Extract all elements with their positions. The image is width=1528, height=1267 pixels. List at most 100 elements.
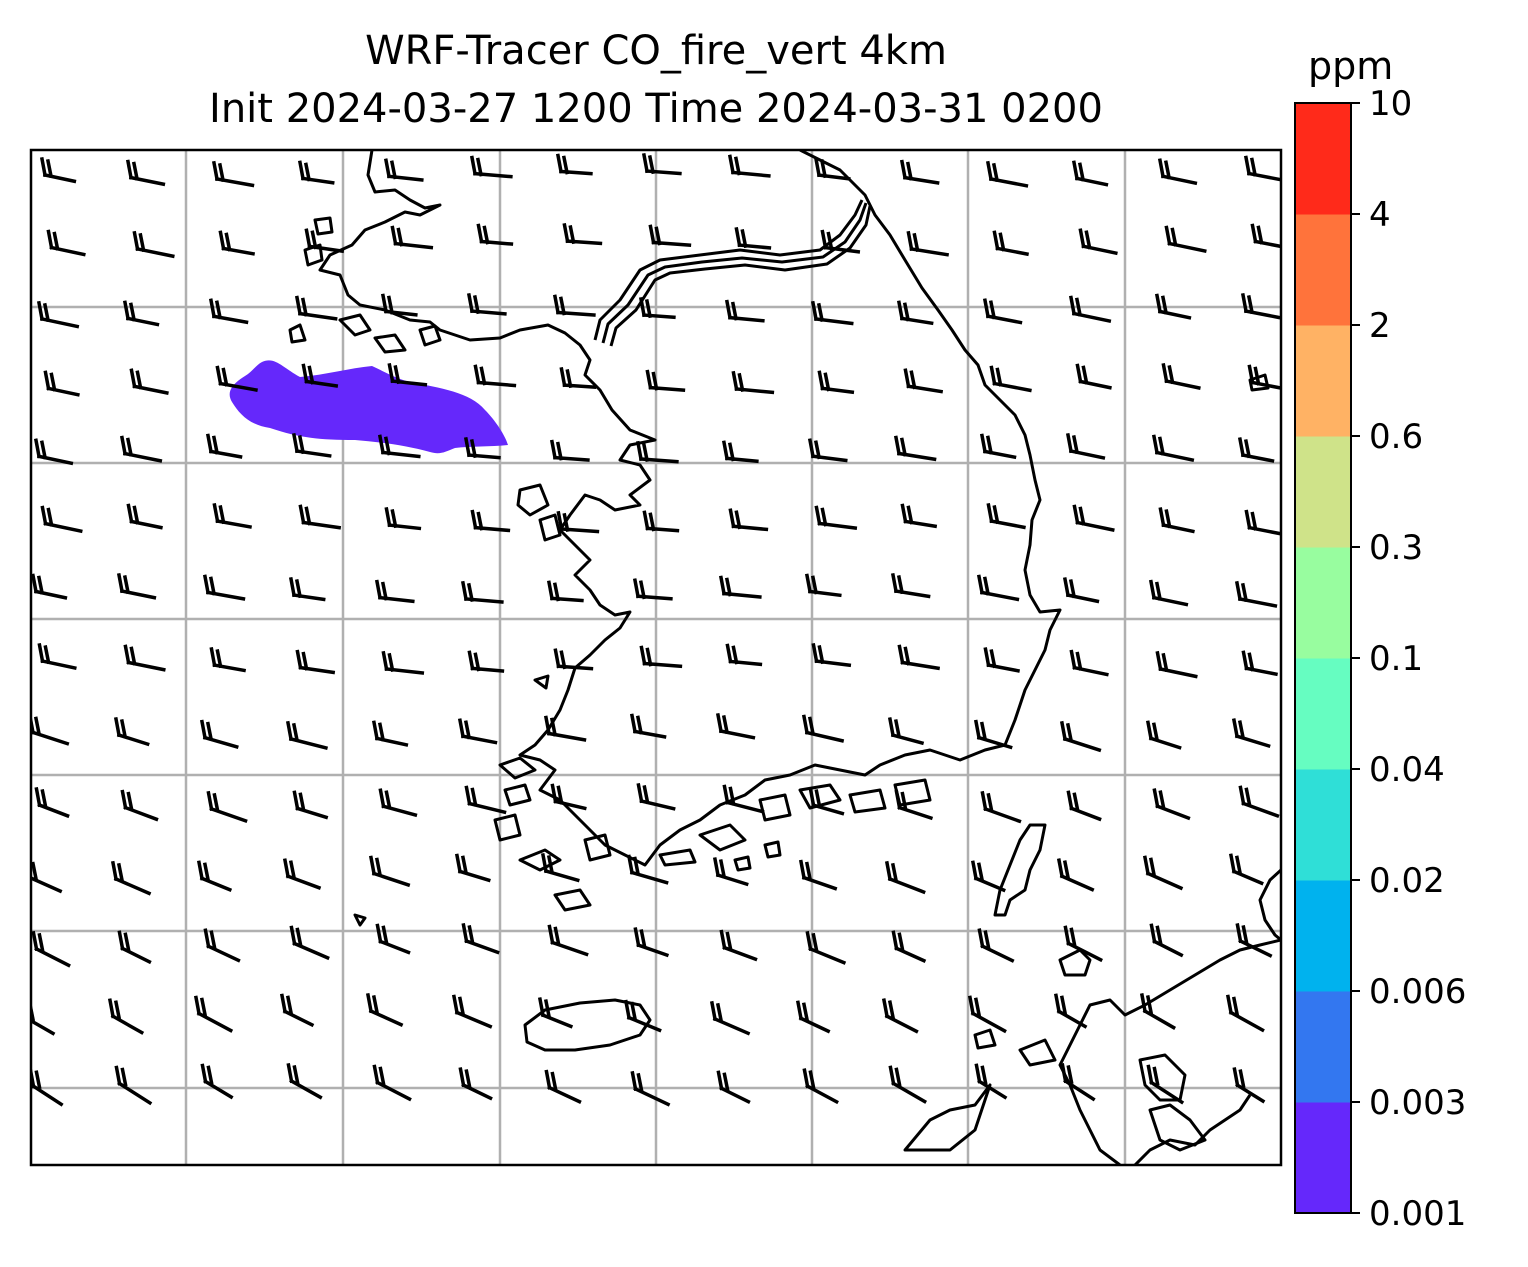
wind-barb: [1075, 363, 1112, 390]
wind-barb: [1151, 434, 1195, 463]
colorbar-tick-label: 4: [1369, 195, 1391, 235]
wind-barb: [292, 790, 329, 820]
wind-barb: [463, 437, 501, 460]
wind-barb: [894, 789, 934, 821]
wind-barb: [1078, 228, 1118, 256]
tsushima-island: [993, 823, 1047, 917]
wind-barb: [378, 788, 418, 818]
wind-barb: [1066, 790, 1102, 822]
wind-barb: [970, 860, 1006, 893]
wind-barb: [129, 368, 169, 395]
wind-barb: [623, 999, 662, 1033]
wind-barb: [123, 644, 166, 672]
wind-barb: [1072, 504, 1115, 532]
wind-barb: [648, 224, 692, 248]
wind-barb: [645, 369, 686, 392]
wind-barb: [298, 504, 342, 530]
wind-barb: [888, 1065, 928, 1104]
wind-barb: [549, 439, 590, 462]
wind-barb: [1154, 293, 1192, 320]
wind-barb: [36, 300, 80, 329]
colorbar-tick-label: 0.001: [1369, 1194, 1466, 1234]
wind-barb: [1228, 853, 1264, 886]
wind-barb: [285, 720, 329, 750]
wind-barb: [630, 1070, 671, 1107]
wind-barb: [1155, 650, 1198, 679]
colorbar-segment: [1295, 880, 1351, 992]
wind-barb: [473, 364, 517, 388]
colorbar-tick-label: 0.006: [1369, 972, 1466, 1012]
wind-barb: [1235, 923, 1273, 958]
wind-barb: [734, 227, 772, 250]
wind-barb: [635, 440, 679, 464]
colorbar-tick-label: 0.04: [1369, 750, 1445, 790]
colorbar-segment: [1295, 769, 1351, 881]
wind-barb: [1234, 580, 1278, 608]
colorbar-segment: [1295, 658, 1351, 770]
wind-barb: [728, 508, 769, 532]
wind-barb: [641, 153, 682, 176]
wind-barb: [31, 861, 63, 894]
wind-barb: [122, 300, 160, 327]
wind-barb: [375, 923, 411, 955]
wind-barb: [712, 857, 749, 887]
wind-barb: [555, 153, 593, 176]
wind-barb: [110, 860, 152, 896]
wind-barb: [368, 855, 411, 888]
colorbar-tick-label: 0.1: [1369, 639, 1423, 679]
wind-barb: [1237, 437, 1275, 463]
wind-barb: [113, 717, 150, 747]
wind-barb: [811, 643, 852, 668]
wind-barb: [1164, 225, 1207, 254]
wind-barb: [466, 293, 507, 316]
wind-barb: [1059, 720, 1102, 753]
wind-barb: [46, 229, 86, 257]
wind-barb: [458, 1067, 493, 1101]
wind-barb: [1149, 923, 1184, 958]
colorbar: 0.001 0.003 0.006 0.02 0.04 0.1 0.3 0.6 2 4 10: [1294, 84, 1466, 1234]
wind-barb: [798, 859, 838, 891]
colorbar-tick-label: 0.6: [1369, 417, 1423, 457]
chart-title-line-1: WRF-Tracer CO_fire_vert 4km: [365, 28, 947, 74]
wind-barb: [808, 787, 845, 816]
wind-barb: [716, 1070, 751, 1105]
border-river-2: [601, 202, 868, 344]
wind-barb: [1241, 650, 1278, 677]
wind-barb: [114, 1065, 153, 1106]
wind-barb: [384, 507, 422, 531]
wind-barb: [199, 719, 239, 749]
wind-barb: [642, 510, 680, 533]
wind-barb: [986, 503, 1026, 530]
wind-barb: [1068, 295, 1112, 323]
wind-barb: [301, 363, 339, 388]
wind-barb: [212, 503, 253, 529]
wind-barb: [639, 645, 683, 669]
co-plume-region: [229, 360, 508, 454]
wind-barb: [722, 784, 765, 814]
wind-barbs: [31, 153, 1281, 1107]
wind-barb: [891, 930, 927, 963]
wind-barb: [297, 160, 335, 185]
wind-barb: [40, 505, 83, 534]
wind-barb: [552, 294, 596, 317]
wind-barb: [1056, 858, 1095, 892]
map-frame: [29, 148, 1283, 1167]
border-river-1: [593, 199, 864, 341]
wind-barb: [718, 575, 762, 599]
wind-barb: [881, 998, 919, 1034]
wind-barb: [1238, 785, 1280, 819]
wind-barb: [1247, 364, 1281, 390]
wind-barb: [1225, 994, 1265, 1033]
wind-barb: [286, 1063, 323, 1100]
wind-barb: [1142, 855, 1184, 891]
wind-barb: [291, 433, 332, 458]
wind-barb: [715, 713, 756, 740]
wind-barb: [202, 574, 246, 601]
wind-barb: [906, 230, 950, 257]
colorbar-segment: [1295, 1102, 1351, 1214]
wind-barb: [289, 925, 330, 961]
wind-barb: [559, 367, 597, 390]
map-panel: [31, 150, 1281, 1165]
wind-barb: [547, 924, 589, 957]
